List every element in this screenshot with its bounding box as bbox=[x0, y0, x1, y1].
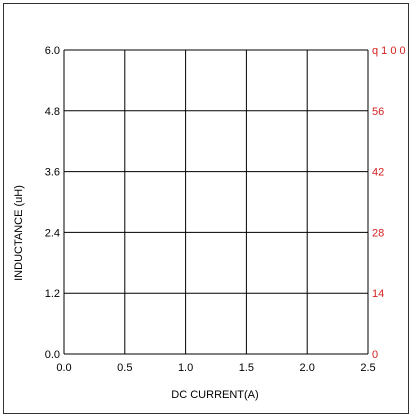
y2-tick-label: 0 bbox=[372, 349, 378, 361]
x-tick-label: 0.0 bbox=[56, 362, 71, 374]
y-tick-label: 1.2 bbox=[45, 288, 60, 300]
x-tick-labels: 0.0 0.5 1.0 1.5 2.0 2.5 bbox=[56, 362, 375, 374]
x-tick-label: 1.5 bbox=[239, 362, 254, 374]
y2-tick-label: 28 bbox=[372, 227, 384, 239]
x-tick-label: 2.0 bbox=[300, 362, 315, 374]
y-tick-label: 0.0 bbox=[45, 349, 60, 361]
y-tick-labels: 0.0 1.2 2.4 3.6 4.8 6.0 bbox=[45, 45, 60, 361]
y2-tick-label: 14 bbox=[372, 288, 384, 300]
y2-tick-labels: 0 14 28 42 56 q 1 0 0 bbox=[372, 45, 406, 361]
chart-frame bbox=[3, 3, 409, 414]
y2-tick-label: q 1 0 0 bbox=[372, 45, 406, 57]
y-tick-label: 6.0 bbox=[45, 45, 60, 57]
y-tick-label: 3.6 bbox=[45, 167, 60, 179]
y-tick-label: 4.8 bbox=[45, 106, 60, 118]
x-tick-label: 0.5 bbox=[117, 362, 132, 374]
y-axis-label: INDUCTANCE (uH) bbox=[13, 185, 25, 281]
grid-lines bbox=[63, 49, 369, 355]
y2-tick-label: 56 bbox=[372, 106, 384, 118]
y-tick-label: 2.4 bbox=[45, 227, 60, 239]
x-tick-label: 1.0 bbox=[178, 362, 193, 374]
y2-tick-label: 42 bbox=[372, 167, 384, 179]
x-tick-label: 2.5 bbox=[360, 362, 375, 374]
x-axis-label: DC CURRENT(A) bbox=[171, 389, 258, 401]
